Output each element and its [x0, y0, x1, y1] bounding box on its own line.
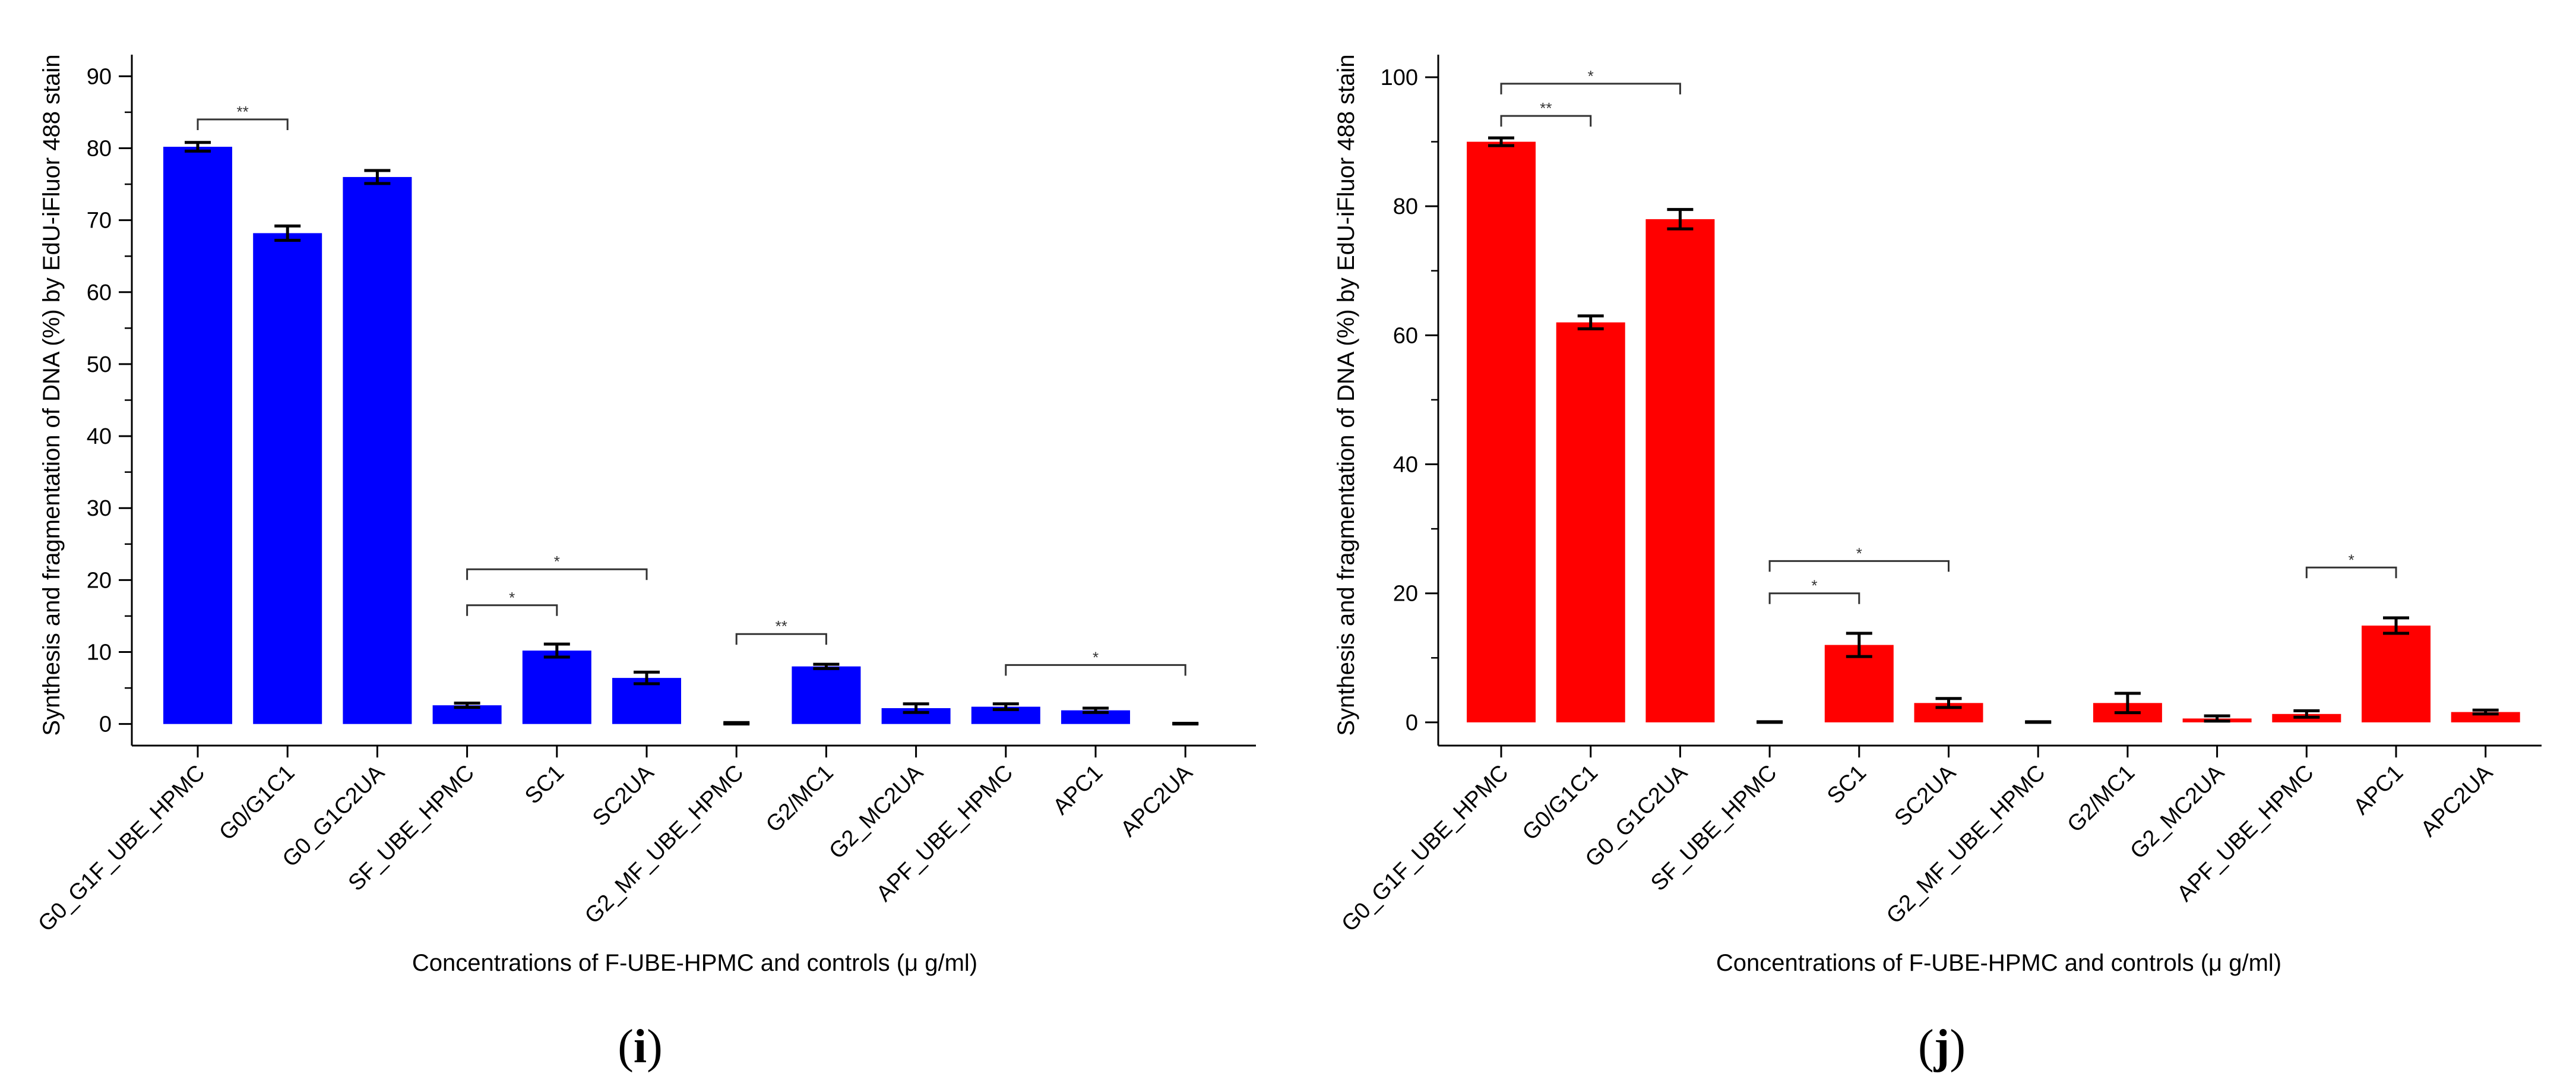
x-tick-label: APC2UA	[1116, 760, 1198, 842]
significance-bracket	[1768, 592, 1860, 604]
bar	[2451, 712, 2520, 722]
x-tick-label: SC2UA	[1890, 760, 1961, 831]
y-tick-label: 70	[87, 209, 112, 233]
bar	[343, 176, 412, 724]
x-tick-label: G0_G1F_UBE_HPMC	[33, 760, 210, 937]
x-axis-tick-labels: G0_G1F_UBE_HPMC G0/G1C1G0_G1C2UASF_UBE_HP…	[33, 760, 1198, 936]
bar	[1467, 141, 1536, 722]
bar	[163, 147, 232, 724]
bar	[2362, 626, 2431, 722]
x-tick-label: G2_MF_UBE_HPMC	[580, 760, 749, 929]
panel-label: (j)	[1918, 1021, 1966, 1073]
significance-label: *	[1093, 648, 1099, 666]
x-tick-label: G2/MC1	[2063, 760, 2140, 838]
bar	[612, 678, 681, 724]
x-tick-label: APC2UA	[2416, 760, 2498, 842]
significance-label: **	[1540, 99, 1552, 117]
x-tick-label: SC1	[1822, 760, 1871, 809]
significance-bracket	[2305, 566, 2397, 579]
y-tick-label: 40	[87, 424, 112, 449]
x-tick-label: APC1	[1048, 760, 1107, 820]
significance-label: *	[1856, 544, 1862, 562]
x-tick-label: SC1	[520, 760, 569, 809]
x-tick-label: G2/MC1	[761, 760, 838, 838]
error-bars	[185, 141, 1199, 726]
y-axis-title: Synthesis and fragmentation of DNA (%) b…	[1333, 54, 1359, 735]
x-axis-ticks	[197, 746, 1186, 757]
significance-bracket	[735, 633, 827, 645]
significance-label: **	[776, 617, 787, 635]
error-bars	[1488, 136, 2499, 724]
y-tick-label: 60	[87, 280, 112, 305]
significance-label: *	[554, 553, 560, 570]
x-axis-tick-labels: G0_G1F_UBE_HPMC G0/G1C1G0_G1C2UASF_UBE_HP…	[1337, 760, 2498, 936]
y-tick-label: 40	[1393, 453, 1418, 478]
significance-bracket	[1500, 83, 1681, 94]
y-tick-label: 90	[87, 64, 112, 89]
significance-bracket	[1768, 560, 1950, 572]
x-tick-label: G0/G1C1	[1518, 760, 1603, 845]
significance-bracket	[1005, 664, 1186, 676]
x-tick-label: G0_G1F_UBE_HPMC	[1337, 760, 1513, 937]
y-axis-ticks: 0 20 40 60 80 100	[1381, 65, 1438, 735]
panel-label: (i)	[618, 1021, 663, 1073]
bar-series	[163, 147, 1130, 724]
significance-brackets: ***** *	[1500, 67, 2397, 604]
x-axis-title: Concentrations of F-UBE-HPMC and control…	[412, 950, 977, 976]
significance-label: **	[236, 103, 248, 121]
x-axis-ticks	[1500, 746, 2487, 757]
significance-bracket	[197, 118, 289, 131]
y-tick-label: 60	[1393, 323, 1418, 348]
y-tick-label: 0	[99, 712, 112, 737]
y-tick-label: 20	[1393, 582, 1418, 607]
significance-bracket	[1500, 115, 1592, 127]
y-tick-label: 50	[87, 352, 112, 377]
y-tick-label: 80	[87, 136, 112, 161]
significance-label: *	[1588, 67, 1594, 85]
bar	[1061, 710, 1130, 724]
x-tick-label: SC2UA	[588, 760, 659, 831]
significance-label: *	[2349, 551, 2355, 569]
significance-bracket	[466, 604, 558, 616]
bar-series	[1467, 141, 2520, 722]
significance-label: *	[509, 589, 515, 607]
x-tick-label: G2_MF_UBE_HPMC	[1882, 760, 2050, 929]
y-axis-minor-ticks	[125, 111, 132, 689]
y-axis-ticks: 0 10 20 30 40 50 60 70 80 90	[87, 64, 132, 737]
y-tick-label: 30	[87, 496, 112, 521]
y-axis-title: Synthesis and fragmentation of DNA (%) b…	[39, 54, 65, 735]
bar	[792, 666, 861, 724]
bar	[1556, 322, 1625, 722]
significance-label: *	[1811, 577, 1817, 595]
y-tick-label: 100	[1381, 65, 1418, 90]
bar	[522, 651, 591, 724]
y-tick-label: 20	[87, 568, 112, 593]
x-tick-label: G0/G1C1	[214, 760, 299, 845]
y-axis-minor-ticks	[1431, 141, 1438, 659]
x-tick-label: APC1	[2349, 760, 2408, 820]
significance-bracket	[466, 568, 648, 580]
bar	[253, 233, 322, 724]
y-tick-label: 10	[87, 640, 112, 665]
x-axis-title: Concentrations of F-UBE-HPMC and control…	[1716, 950, 2281, 976]
bar	[1645, 219, 1715, 722]
significance-brackets: *******	[197, 103, 1186, 676]
y-tick-label: 0	[1406, 711, 1418, 735]
y-tick-label: 80	[1393, 194, 1418, 219]
